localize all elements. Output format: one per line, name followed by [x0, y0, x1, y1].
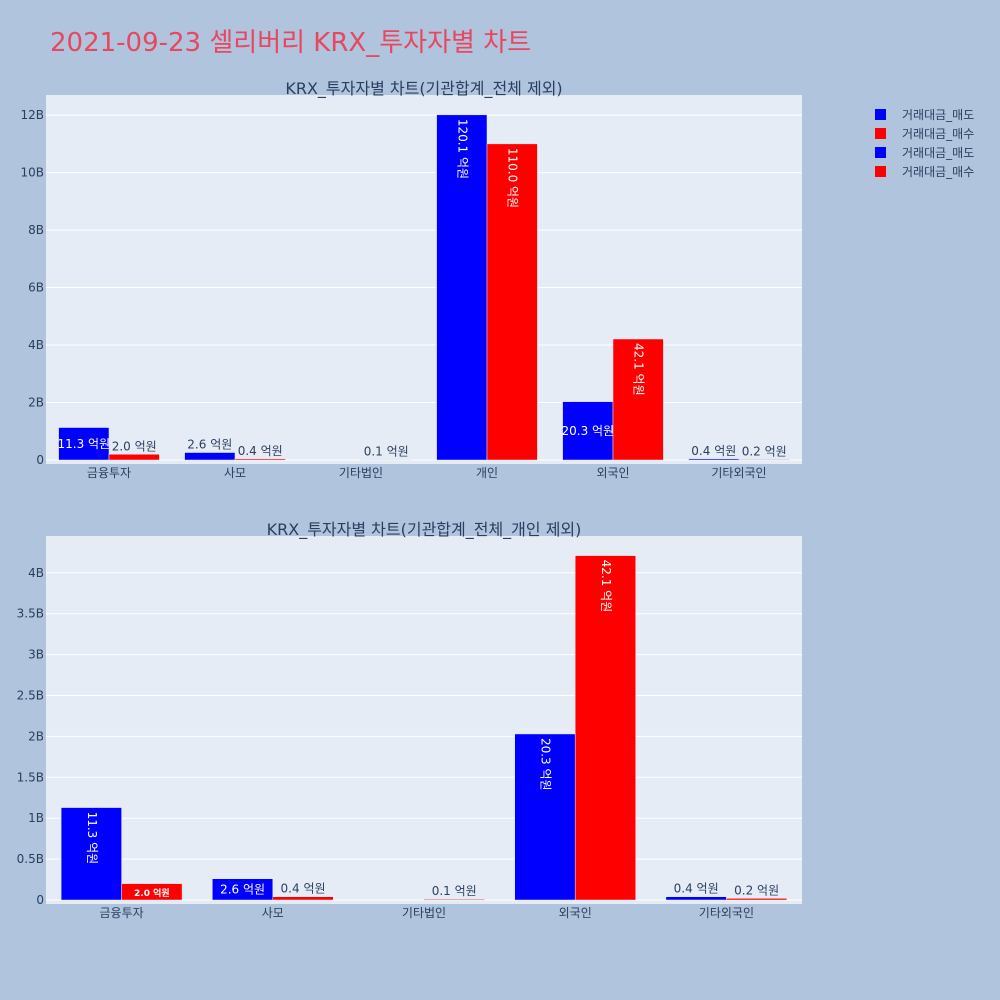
bar [272, 896, 334, 901]
legend[interactable]: 거래대금_매도 거래대금_매수 거래대금_매도 거래대금_매수 [875, 105, 974, 181]
data-label: 0.2 억원 [742, 444, 787, 458]
data-label: 20.3 억원 [561, 424, 614, 438]
legend-item[interactable]: 거래대금_매도 [875, 143, 974, 162]
data-label: 2.0 억원 [134, 887, 170, 899]
bar [121, 883, 183, 901]
data-label: 0.4 억원 [674, 882, 719, 896]
bar [234, 458, 286, 461]
bar [574, 555, 636, 901]
legend-label: 거래대금_매수 [902, 127, 975, 141]
y-tick-label: 2B [28, 729, 44, 743]
data-label: 0.4 억원 [281, 882, 326, 896]
data-label: 0.1 억원 [364, 445, 409, 459]
y-tick-label: 0 [36, 453, 44, 467]
legend-swatch [875, 128, 886, 139]
y-tick-label: 0 [36, 893, 44, 907]
data-label: 42.1 억원 [632, 343, 646, 396]
plot-area [46, 536, 802, 904]
bar [612, 338, 664, 461]
data-label: 110.0 억원 [506, 148, 520, 208]
chart-title: KRX_투자자별 차트(기관합계_전체 제외) [285, 79, 562, 99]
x-tick-label: 사모 [262, 906, 284, 920]
y-tick-label: 10B [20, 166, 44, 180]
data-label: 0.1 억원 [432, 884, 477, 898]
y-tick-label: 4B [28, 338, 44, 352]
legend-label: 거래대금_매수 [902, 165, 975, 179]
y-tick-label: 0.5B [17, 852, 44, 866]
data-label: 20.3 억원 [538, 738, 552, 791]
y-tick-label: 2B [28, 396, 44, 410]
legend-swatch [875, 166, 886, 177]
bar [423, 898, 485, 901]
y-tick-label: 3.5B [17, 607, 44, 621]
data-label: 11.3 억원 [57, 437, 110, 451]
legend-swatch [875, 109, 886, 120]
legend-swatch [875, 147, 886, 158]
y-tick-label: 1B [28, 811, 44, 825]
data-label: 2.6 억원 [187, 438, 232, 452]
legend-label: 거래대금_매도 [902, 146, 975, 160]
data-label: 42.1 억원 [599, 560, 613, 613]
x-tick-label: 외국인 [559, 906, 592, 920]
y-tick-label: 4B [28, 566, 44, 580]
x-tick-label: 기타외국인 [711, 466, 766, 480]
x-tick-label: 기타외국인 [699, 906, 754, 920]
bar [212, 878, 274, 901]
chart-title: KRX_투자자별 차트(기관합계_전체_개인 제외) [267, 520, 582, 540]
bar [738, 459, 790, 461]
data-label: 2.0 억원 [112, 439, 157, 453]
x-tick-label: 사모 [224, 466, 246, 480]
bar [184, 452, 236, 461]
bar [726, 898, 788, 901]
plot-area [46, 95, 802, 464]
bar [60, 807, 122, 901]
data-label: 120.1 억원 [455, 119, 469, 179]
y-tick-label: 8B [28, 223, 44, 237]
data-label: 2.6 억원 [220, 882, 265, 896]
bar [562, 401, 614, 461]
legend-label: 거래대금_매도 [902, 108, 975, 122]
y-tick-label: 1.5B [17, 770, 44, 784]
legend-item[interactable]: 거래대금_매도 [875, 105, 974, 124]
legend-item[interactable]: 거래대금_매수 [875, 124, 974, 143]
x-tick-label: 기타법인 [402, 906, 446, 920]
y-tick-label: 12B [20, 108, 44, 122]
data-label: 0.4 억원 [238, 444, 283, 458]
page-title: 2021-09-23 셀리버리 KRX_투자자별 차트 [50, 28, 532, 58]
y-tick-label: 6B [28, 281, 44, 295]
legend-item[interactable]: 거래대금_매수 [875, 162, 974, 181]
data-label: 0.2 억원 [734, 883, 779, 897]
x-tick-label: 외국인 [596, 466, 629, 480]
bar [514, 733, 576, 901]
x-tick-label: 금융투자 [100, 906, 144, 920]
bar [436, 114, 488, 461]
bar [486, 143, 538, 461]
bar [665, 896, 727, 901]
x-tick-label: 개인 [476, 466, 498, 480]
bar [108, 454, 160, 461]
x-tick-label: 기타법인 [339, 466, 383, 480]
data-label: 0.4 억원 [691, 444, 736, 458]
bar [688, 458, 740, 461]
y-tick-label: 3B [28, 648, 44, 662]
data-label: 11.3 억원 [85, 812, 99, 865]
bar [58, 427, 110, 461]
y-tick-label: 2.5B [17, 689, 44, 703]
x-tick-label: 금융투자 [87, 466, 131, 480]
